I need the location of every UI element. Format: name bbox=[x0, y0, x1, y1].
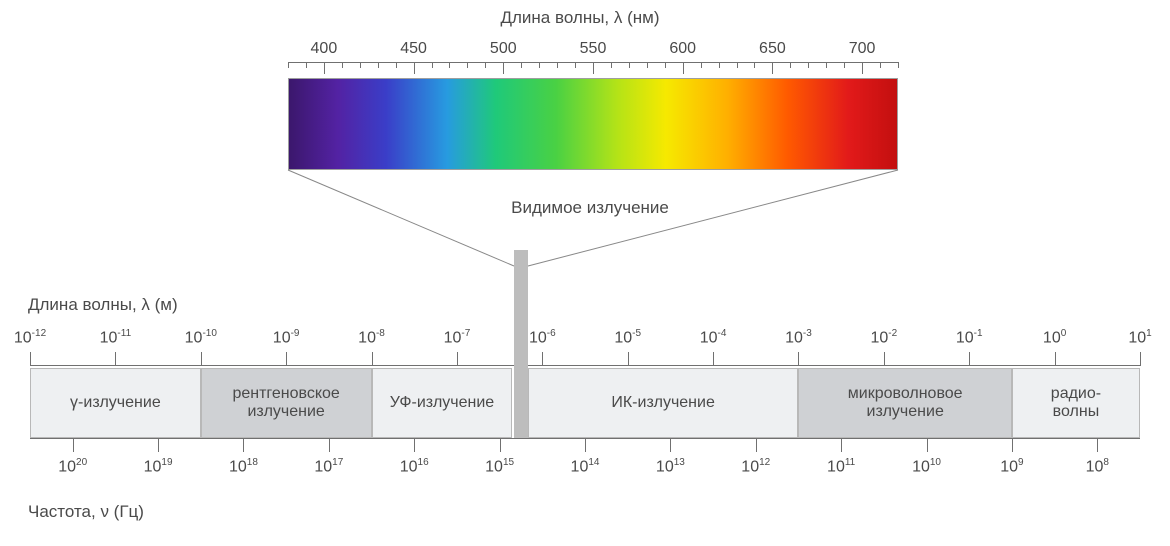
spectrum-band: микроволновое излучение bbox=[798, 368, 1011, 438]
full-frequency-axis-label: Частота, ν (Гц) bbox=[28, 502, 144, 522]
full-frequency-ruler: 1020101910181017101610151014101310121011… bbox=[30, 438, 1140, 452]
spectrum-band: радио- волны bbox=[1012, 368, 1140, 438]
spectrum-band: рентгеновское излучение bbox=[201, 368, 372, 438]
visible-wavelength-title: Длина волны, λ (нм) bbox=[430, 8, 730, 28]
visible-light-label: Видимое излучение bbox=[440, 198, 740, 218]
visible-wavelength-ruler: 400450500550600650700 bbox=[288, 62, 898, 74]
visible-spectrum-bar bbox=[288, 78, 898, 170]
em-spectrum-diagram: { "layout": { "page_w": 1170, "page_h": … bbox=[0, 0, 1170, 546]
spectrum-band: УФ-излучение bbox=[372, 368, 513, 438]
full-wavelength-axis-label: Длина волны, λ (м) bbox=[28, 295, 178, 315]
spectrum-band: γ-излучение bbox=[30, 368, 201, 438]
spectrum-band: ИК-излучение bbox=[528, 368, 799, 438]
spectrum-band-strip: γ-излучениерентгеновское излучениеУФ-изл… bbox=[30, 368, 1140, 438]
full-wavelength-ruler: 10-1210-1110-1010-910-810-710-610-510-41… bbox=[30, 352, 1140, 366]
